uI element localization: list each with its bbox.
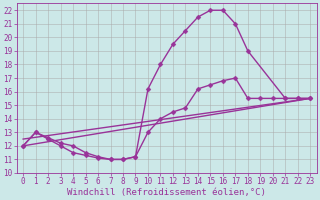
X-axis label: Windchill (Refroidissement éolien,°C): Windchill (Refroidissement éolien,°C) bbox=[67, 188, 266, 197]
